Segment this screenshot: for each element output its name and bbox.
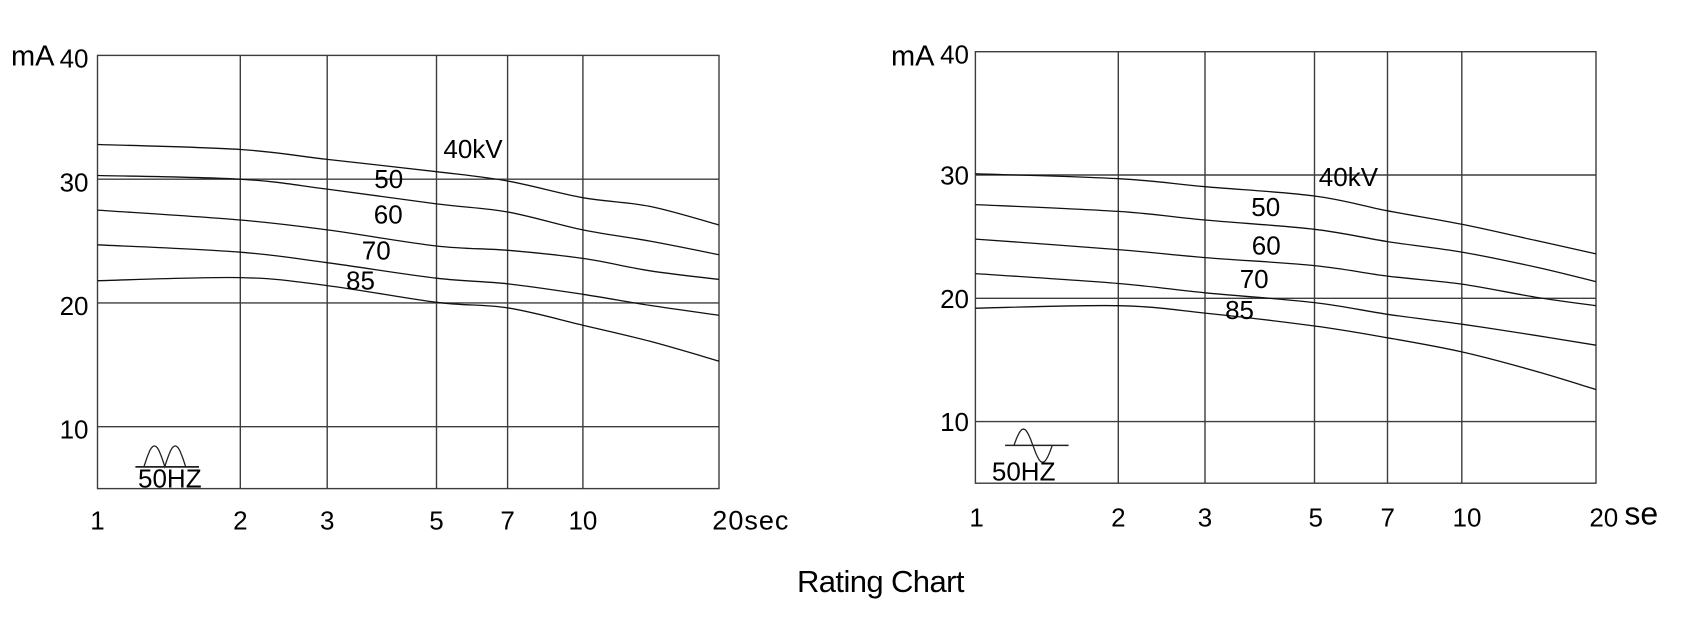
svg-text:10: 10: [60, 415, 89, 445]
svg-text:5: 5: [1308, 503, 1322, 533]
svg-text:85: 85: [346, 265, 375, 295]
svg-text:70: 70: [362, 235, 391, 265]
svg-text:3: 3: [320, 505, 334, 535]
svg-text:40: 40: [60, 44, 89, 74]
svg-text:3: 3: [1198, 503, 1212, 533]
svg-text:1: 1: [90, 505, 104, 535]
svg-text:2: 2: [1111, 503, 1125, 533]
svg-text:5: 5: [429, 505, 443, 535]
svg-text:50: 50: [374, 164, 403, 194]
svg-text:50HZ: 50HZ: [992, 456, 1056, 486]
svg-text:85: 85: [1225, 295, 1254, 325]
svg-text:7: 7: [500, 505, 514, 535]
svg-text:10: 10: [1453, 503, 1482, 533]
svg-text:40kV: 40kV: [1319, 162, 1379, 192]
svg-text:20: 20: [940, 284, 969, 314]
svg-text:30: 30: [940, 161, 969, 191]
svg-text:20: 20: [1589, 503, 1618, 533]
svg-text:70: 70: [1240, 264, 1269, 294]
svg-text:20: 20: [60, 291, 89, 321]
svg-text:40: 40: [940, 40, 969, 70]
svg-text:60: 60: [1252, 230, 1281, 260]
svg-text:10: 10: [568, 505, 597, 535]
svg-text:mA: mA: [891, 41, 935, 73]
svg-text:20sec: 20sec: [712, 505, 789, 535]
svg-text:7: 7: [1380, 503, 1394, 533]
svg-text:2: 2: [233, 505, 247, 535]
svg-text:40kV: 40kV: [443, 134, 503, 164]
svg-text:se: se: [1624, 496, 1658, 532]
svg-text:30: 30: [60, 167, 89, 197]
svg-text:50HZ: 50HZ: [138, 464, 202, 494]
svg-text:60: 60: [374, 199, 403, 229]
svg-text:mA: mA: [11, 41, 55, 73]
svg-text:10: 10: [940, 407, 969, 437]
svg-text:Rating Chart: Rating Chart: [797, 564, 965, 599]
svg-text:50: 50: [1251, 192, 1280, 222]
svg-text:1: 1: [969, 503, 983, 533]
